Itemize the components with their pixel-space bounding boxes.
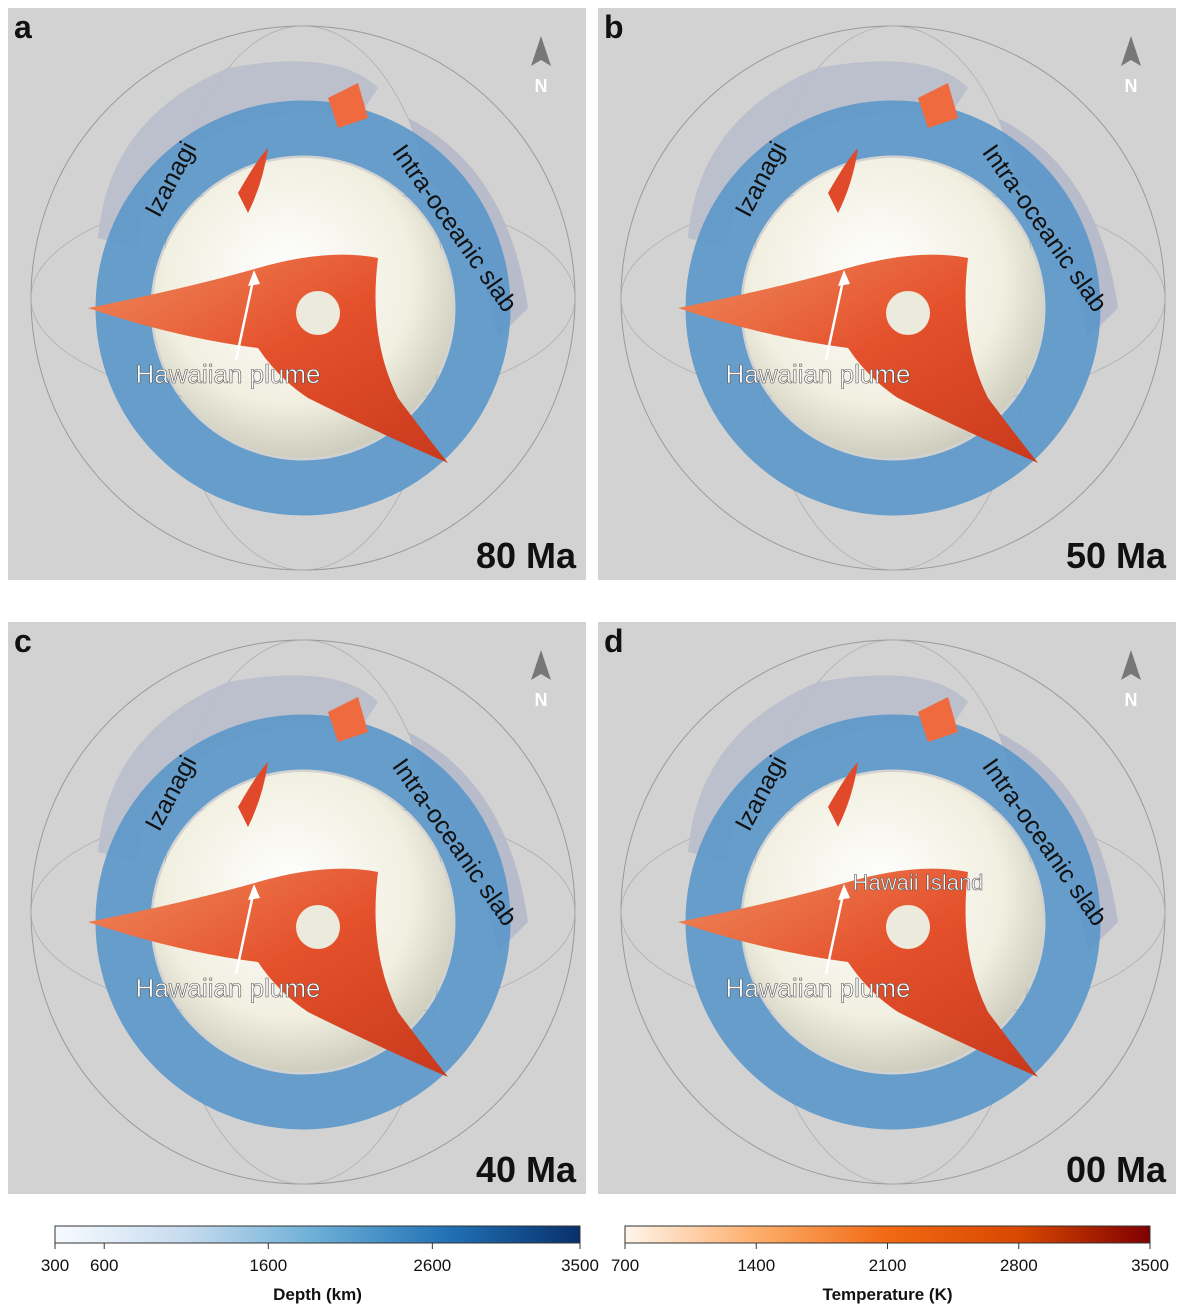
colorbar-tick-label: 1600 (249, 1256, 287, 1275)
colorbar-tick-label: 2600 (413, 1256, 451, 1275)
age-label: 80 Ma (476, 535, 577, 576)
north-label: N (535, 76, 548, 96)
age-label: 50 Ma (1066, 535, 1167, 576)
colorbar-tick-label: 3500 (561, 1256, 599, 1275)
panel-label: a (14, 9, 32, 45)
figure: aN80 MaIzanagiIntra-oceanic slabHawaiian… (0, 0, 1200, 1311)
colorbar-title: Temperature (K) (822, 1285, 952, 1304)
plume-hole (886, 905, 930, 949)
age-label: 40 Ma (476, 1149, 577, 1190)
north-label: N (535, 690, 548, 710)
plume-hole (296, 905, 340, 949)
annotation: Hawaii Island (853, 870, 984, 895)
north-label: N (1125, 76, 1138, 96)
colorbar-tick-label: 600 (90, 1256, 118, 1275)
annotation: Hawaiian plume (726, 973, 911, 1003)
age-label: 00 Ma (1066, 1149, 1167, 1190)
north-label: N (1125, 690, 1138, 710)
colorbar-tick-label: 1400 (737, 1256, 775, 1275)
annotation: Hawaiian plume (136, 973, 321, 1003)
panel-label: d (604, 623, 624, 659)
panel-label: c (14, 623, 32, 659)
colorbar-tick-label: 2800 (1000, 1256, 1038, 1275)
colorbar-tick-label: 3500 (1131, 1256, 1169, 1275)
plume-hole (296, 291, 340, 335)
colorbar-tick-label: 700 (611, 1256, 639, 1275)
colorbar-title: Depth (km) (273, 1285, 362, 1304)
annotation: Hawaiian plume (136, 359, 321, 389)
annotation: Hawaiian plume (726, 359, 911, 389)
colorbar-tick-label: 300 (41, 1256, 69, 1275)
colorbar-tick-label: 2100 (869, 1256, 907, 1275)
panel-label: b (604, 9, 624, 45)
colorbar (55, 1226, 580, 1243)
colorbar (625, 1226, 1150, 1243)
plume-hole (886, 291, 930, 335)
